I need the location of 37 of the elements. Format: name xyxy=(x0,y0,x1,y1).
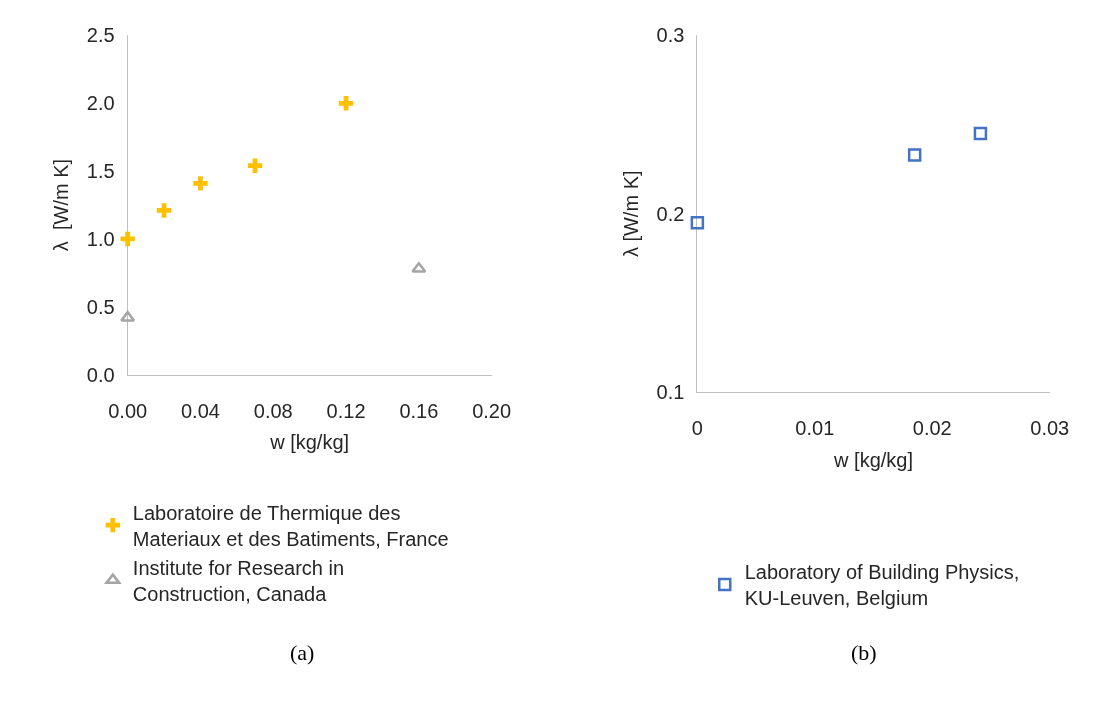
y-tick-label: 0.5 xyxy=(86,295,115,318)
point xyxy=(193,176,208,191)
y-tick-label: 0.0 xyxy=(86,363,115,386)
y-tick-label: 0.1 xyxy=(656,381,685,404)
legend-label: Institute for Research in Construction, Canada xyxy=(132,556,345,605)
point xyxy=(690,215,705,230)
x-tick-label: 0.16 xyxy=(399,399,439,422)
text: (a) xyxy=(290,640,315,665)
point xyxy=(973,126,988,141)
point xyxy=(338,96,354,111)
x-tick-label: 0.20 xyxy=(472,399,512,422)
x-tick-label: 0.12 xyxy=(326,399,366,422)
x-tick-label: 0.03 xyxy=(1030,417,1070,440)
y-tick-label: 1.5 xyxy=(86,160,115,183)
y-axis-title: λ [W/m K] xyxy=(50,158,73,252)
y-tick-label: 0.2 xyxy=(656,202,685,225)
x-axis-title: w [kg/kg] xyxy=(833,448,914,471)
x-tick-label: 0 xyxy=(691,417,703,440)
y-tick-label: 2.0 xyxy=(86,92,115,115)
x-tick-label: 0.00 xyxy=(108,399,148,422)
point xyxy=(120,231,135,247)
legend-label: Laboratoire de Thermique des Materiaux et des Batiments, France xyxy=(132,501,449,550)
point xyxy=(120,310,136,322)
legend-label: Laboratory of Building Physics, KU-Leuven, Belgium xyxy=(744,561,1020,610)
x-tick-label: 0.08 xyxy=(253,399,293,422)
y-tick-label: 0.3 xyxy=(656,24,685,47)
text: (b) xyxy=(851,640,877,665)
point xyxy=(156,203,172,218)
x-tick-label: 0.02 xyxy=(912,417,952,440)
x-tick-label: 0.04 xyxy=(181,399,220,422)
x-axis-title: w [kg/kg] xyxy=(269,431,350,454)
x-tick-label: 0.01 xyxy=(795,417,835,440)
point xyxy=(907,148,922,162)
y-tick-label: 2.5 xyxy=(86,24,115,47)
point xyxy=(247,158,263,173)
y-tick-label: 1.0 xyxy=(86,227,115,250)
y-axis-title: λ [W/m K] xyxy=(620,170,643,258)
